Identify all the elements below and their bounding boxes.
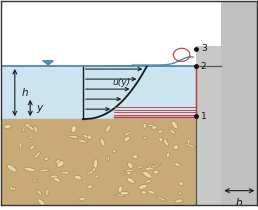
Ellipse shape [38, 199, 45, 206]
Bar [221, 1, 257, 205]
Ellipse shape [106, 125, 111, 132]
Ellipse shape [156, 196, 167, 201]
Ellipse shape [71, 126, 76, 133]
Ellipse shape [112, 150, 116, 153]
Ellipse shape [44, 157, 49, 160]
Ellipse shape [4, 125, 11, 129]
Ellipse shape [33, 179, 37, 181]
Ellipse shape [159, 137, 163, 142]
Ellipse shape [127, 171, 131, 175]
Ellipse shape [50, 175, 58, 178]
Ellipse shape [25, 124, 34, 129]
Ellipse shape [120, 191, 128, 195]
Ellipse shape [37, 190, 42, 195]
Text: 2: 2 [201, 62, 206, 71]
Ellipse shape [145, 166, 156, 170]
Ellipse shape [94, 159, 98, 168]
Text: u(y): u(y) [112, 78, 130, 87]
Ellipse shape [96, 175, 98, 178]
Text: 3: 3 [201, 44, 207, 53]
Ellipse shape [187, 138, 190, 146]
Ellipse shape [79, 197, 85, 201]
Ellipse shape [127, 162, 133, 168]
Ellipse shape [19, 142, 22, 148]
Ellipse shape [82, 134, 91, 139]
Ellipse shape [92, 168, 96, 172]
Ellipse shape [142, 171, 152, 178]
Ellipse shape [115, 194, 125, 197]
Ellipse shape [30, 145, 35, 150]
Ellipse shape [57, 161, 64, 167]
Ellipse shape [158, 130, 162, 133]
Ellipse shape [179, 182, 183, 186]
Ellipse shape [34, 126, 38, 133]
Ellipse shape [88, 135, 91, 139]
Ellipse shape [127, 178, 135, 183]
Ellipse shape [7, 164, 17, 172]
Ellipse shape [124, 136, 130, 142]
Ellipse shape [145, 180, 151, 183]
Ellipse shape [61, 171, 70, 174]
Ellipse shape [107, 156, 110, 161]
Bar [196, 46, 221, 205]
Text: 1: 1 [201, 112, 207, 121]
Ellipse shape [100, 138, 105, 146]
Ellipse shape [137, 166, 142, 168]
Bar [1, 1, 196, 66]
Ellipse shape [39, 169, 49, 172]
Ellipse shape [56, 160, 61, 164]
Ellipse shape [87, 185, 93, 189]
Ellipse shape [22, 128, 25, 132]
Ellipse shape [138, 184, 147, 189]
Ellipse shape [173, 145, 179, 149]
Ellipse shape [78, 140, 87, 143]
Text: y: y [37, 103, 43, 113]
Bar [1, 66, 196, 119]
Ellipse shape [172, 121, 178, 129]
Ellipse shape [152, 126, 157, 129]
Ellipse shape [148, 165, 155, 168]
Ellipse shape [153, 170, 159, 174]
Bar [1, 119, 196, 205]
Text: b: b [236, 198, 243, 208]
Ellipse shape [144, 136, 146, 139]
Ellipse shape [74, 175, 82, 180]
Ellipse shape [39, 164, 42, 167]
Ellipse shape [143, 123, 146, 128]
Ellipse shape [53, 177, 60, 182]
Ellipse shape [10, 186, 13, 190]
Ellipse shape [151, 164, 161, 167]
Ellipse shape [174, 163, 180, 166]
Ellipse shape [46, 189, 48, 196]
Ellipse shape [169, 130, 175, 134]
Ellipse shape [166, 152, 170, 158]
Ellipse shape [87, 170, 95, 174]
Ellipse shape [148, 190, 155, 194]
Ellipse shape [68, 135, 79, 138]
Ellipse shape [29, 126, 34, 131]
Ellipse shape [34, 151, 41, 159]
Ellipse shape [118, 186, 122, 193]
Ellipse shape [24, 168, 36, 171]
Ellipse shape [124, 169, 135, 172]
Ellipse shape [124, 132, 130, 136]
Ellipse shape [121, 173, 125, 175]
Ellipse shape [179, 192, 182, 195]
Ellipse shape [28, 136, 34, 138]
Ellipse shape [141, 191, 146, 194]
Ellipse shape [133, 155, 138, 159]
Ellipse shape [175, 199, 183, 203]
Ellipse shape [163, 139, 168, 146]
Text: h: h [21, 88, 28, 98]
Ellipse shape [147, 125, 155, 127]
Ellipse shape [12, 188, 16, 190]
Polygon shape [44, 61, 53, 65]
Ellipse shape [185, 143, 196, 148]
